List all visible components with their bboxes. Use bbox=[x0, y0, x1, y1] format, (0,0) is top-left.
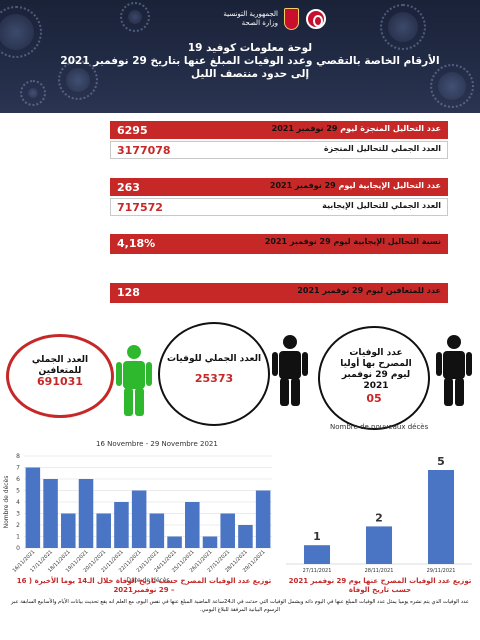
chart1-deaths-by-date: 01234567816/11/202117/11/202118/11/20211… bbox=[3, 453, 272, 584]
chart1-y-label: Nombre de décès bbox=[3, 476, 10, 529]
virus-icon bbox=[58, 60, 98, 100]
deceased-person-icon bbox=[436, 335, 472, 406]
tests-day-label-text: عدد التحاليل المنجزة ليوم bbox=[340, 124, 441, 133]
country-name: الجمهورية التونسية bbox=[223, 10, 278, 18]
positivity-row: 4,18% نسبة التحاليل الإيجابية ليوم 29 نو… bbox=[110, 234, 448, 254]
chart1-bar bbox=[25, 467, 41, 548]
title-line-3: إلى حدود منتصف الليل bbox=[190, 68, 310, 80]
positive-day-value: 263 bbox=[117, 181, 140, 194]
chart1-x-label: Date de décès bbox=[126, 577, 169, 584]
positive-day-date: 29 نوفمبر 2021 bbox=[269, 181, 339, 190]
deaths-total-circle: العدد الجملي للوفيات 25373 bbox=[158, 322, 270, 426]
deaths-total-value: 25373 bbox=[194, 372, 234, 385]
chart1-bar bbox=[238, 525, 253, 548]
positive-total-label: العدد الجملي للتحاليل الإيجابية bbox=[322, 201, 441, 210]
chart2-x-tick: 28/11/2021 bbox=[365, 568, 394, 574]
page-title: لوحة معلومات كوفيد 19 الأرقام الخاصة بال… bbox=[60, 42, 440, 81]
positive-day-row: 263 عدد التحاليل الإيجابية ليوم 29 نوفمب… bbox=[110, 178, 448, 196]
recovered-day-value: 128 bbox=[117, 286, 140, 299]
chart1-bar bbox=[61, 513, 76, 548]
virus-icon bbox=[430, 64, 474, 108]
virus-icon bbox=[20, 80, 46, 106]
tests-total-row: 3177078 العدد الجملي للتحاليل المنجزة bbox=[110, 141, 448, 159]
recovered-person-icon bbox=[116, 345, 152, 416]
government-name: الجمهورية التونسية وزارة الصحة bbox=[214, 10, 278, 28]
deaths-declared-value: 05 bbox=[366, 392, 382, 405]
chart2-new-deaths: 1 27/11/2021 2 28/11/2021 5 29/11/2021 bbox=[286, 455, 472, 574]
chart1-bar bbox=[149, 513, 165, 548]
positivity-label: نسبة التحاليل الإيجابية ليوم 29 نوفمبر 2… bbox=[264, 237, 441, 246]
chart1-bar bbox=[167, 536, 182, 548]
deaths-total-label: العدد الجملي للوفيات bbox=[166, 354, 262, 364]
virus-icon bbox=[120, 2, 150, 32]
chart1-y-tick: 6 bbox=[16, 476, 20, 483]
chart1-bar bbox=[202, 536, 218, 548]
positive-day-label: عدد التحاليل الإيجابية ليوم 29 نوفمبر 20… bbox=[270, 181, 441, 190]
chart1-y-tick: 5 bbox=[16, 488, 20, 495]
tunisia-emblem-icon bbox=[284, 8, 299, 30]
deaths-declared-label: عدد الوفيات المصرح بها أوليا ليوم 29 نوف… bbox=[340, 348, 412, 391]
chart1-bar bbox=[114, 502, 129, 548]
chart1-y-tick: 2 bbox=[16, 522, 20, 529]
chart2-bar bbox=[365, 526, 393, 564]
recovered-total-label: العدد الجملي للمتعافين bbox=[31, 355, 89, 376]
chart1-y-tick: 7 bbox=[16, 465, 20, 472]
chart1-caption: توزيع عدد الوفيات المصرح حسب تاريخ الوفا… bbox=[16, 577, 272, 594]
chart1-y-tick: 0 bbox=[16, 545, 20, 552]
header-banner: الجمهورية التونسية وزارة الصحة لوحة معلو… bbox=[0, 0, 480, 113]
chart1-bar bbox=[185, 502, 200, 548]
chart1-y-tick: 1 bbox=[16, 534, 20, 541]
chart2-title: Nombre de nouveaux décès bbox=[330, 423, 429, 431]
virus-icon bbox=[0, 6, 42, 58]
chart2-data-label: 1 bbox=[313, 530, 321, 543]
chart2-data-label: 5 bbox=[437, 455, 445, 468]
tests-total-value: 3177078 bbox=[117, 144, 171, 157]
positivity-value: 4,18% bbox=[117, 237, 156, 250]
chart1-y-tick: 3 bbox=[16, 511, 20, 518]
positive-total-value: 717572 bbox=[117, 201, 163, 214]
chart1-bar bbox=[78, 479, 94, 548]
chart1-bar bbox=[131, 490, 147, 548]
chart2-caption: توزيع عدد الوفيات المصرح عنها يوم 29 نوف… bbox=[288, 577, 472, 594]
chart1-bar bbox=[43, 479, 58, 548]
tests-total-label: العدد الجملي للتحاليل المنجزة bbox=[323, 144, 441, 153]
title-line-1: لوحة معلومات كوفيد 19 bbox=[187, 42, 313, 54]
chart2-x-tick: 27/11/2021 bbox=[303, 568, 332, 574]
title-line-2: الأرقام الخاصة بالتقصي وعدد الوفيات المب… bbox=[60, 55, 440, 67]
recovered-total-value: 691031 bbox=[37, 375, 83, 388]
chart2-x-tick: 29/11/2021 bbox=[427, 568, 456, 574]
recovered-day-row: 128 عدد للمتعافين ليوم 29 نوفمبر 2021 bbox=[110, 283, 448, 303]
chart1-bar bbox=[255, 490, 271, 548]
chart1-bar bbox=[220, 513, 235, 548]
virus-icon bbox=[380, 4, 426, 50]
footnote: عدد الوفيات الذي يتم نشره يوميا يمثل عدد… bbox=[11, 599, 469, 613]
recovered-total-circle: العدد الجملي للمتعافين 691031 bbox=[6, 334, 114, 418]
tests-day-value: 6295 bbox=[117, 124, 148, 137]
tests-day-date: 29 نوفمبر 2021 bbox=[271, 124, 341, 133]
chart1-bar bbox=[96, 513, 111, 548]
deceased-person-icon bbox=[272, 335, 308, 406]
recovered-day-label: عدد للمتعافين ليوم 29 نوفمبر 2021 bbox=[297, 286, 441, 295]
tests-day-row: 6295 عدد التحاليل المنجزة ليوم 29 نوفمبر… bbox=[110, 121, 448, 139]
chart1-y-tick: 8 bbox=[16, 453, 20, 460]
deaths-declared-circle: عدد الوفيات المصرح بها أوليا ليوم 29 نوف… bbox=[318, 326, 430, 430]
positive-day-label-text: عدد التحاليل الإيجابية ليوم bbox=[338, 181, 441, 190]
chart2-data-label: 2 bbox=[375, 511, 383, 524]
chart2-bar bbox=[427, 470, 455, 564]
health-ministry-logo-icon bbox=[306, 9, 326, 29]
chart2-bar bbox=[303, 545, 331, 564]
tests-day-label: عدد التحاليل المنجزة ليوم 29 نوفمبر 2021 bbox=[272, 124, 441, 133]
positive-total-row: 717572 العدد الجملي للتحاليل الإيجابية bbox=[110, 198, 448, 216]
ministry-name: وزارة الصحة bbox=[241, 19, 278, 27]
chart1-y-tick: 4 bbox=[16, 499, 20, 506]
chart1-title: 16 Novembre - 29 Novembre 2021 bbox=[96, 440, 218, 448]
